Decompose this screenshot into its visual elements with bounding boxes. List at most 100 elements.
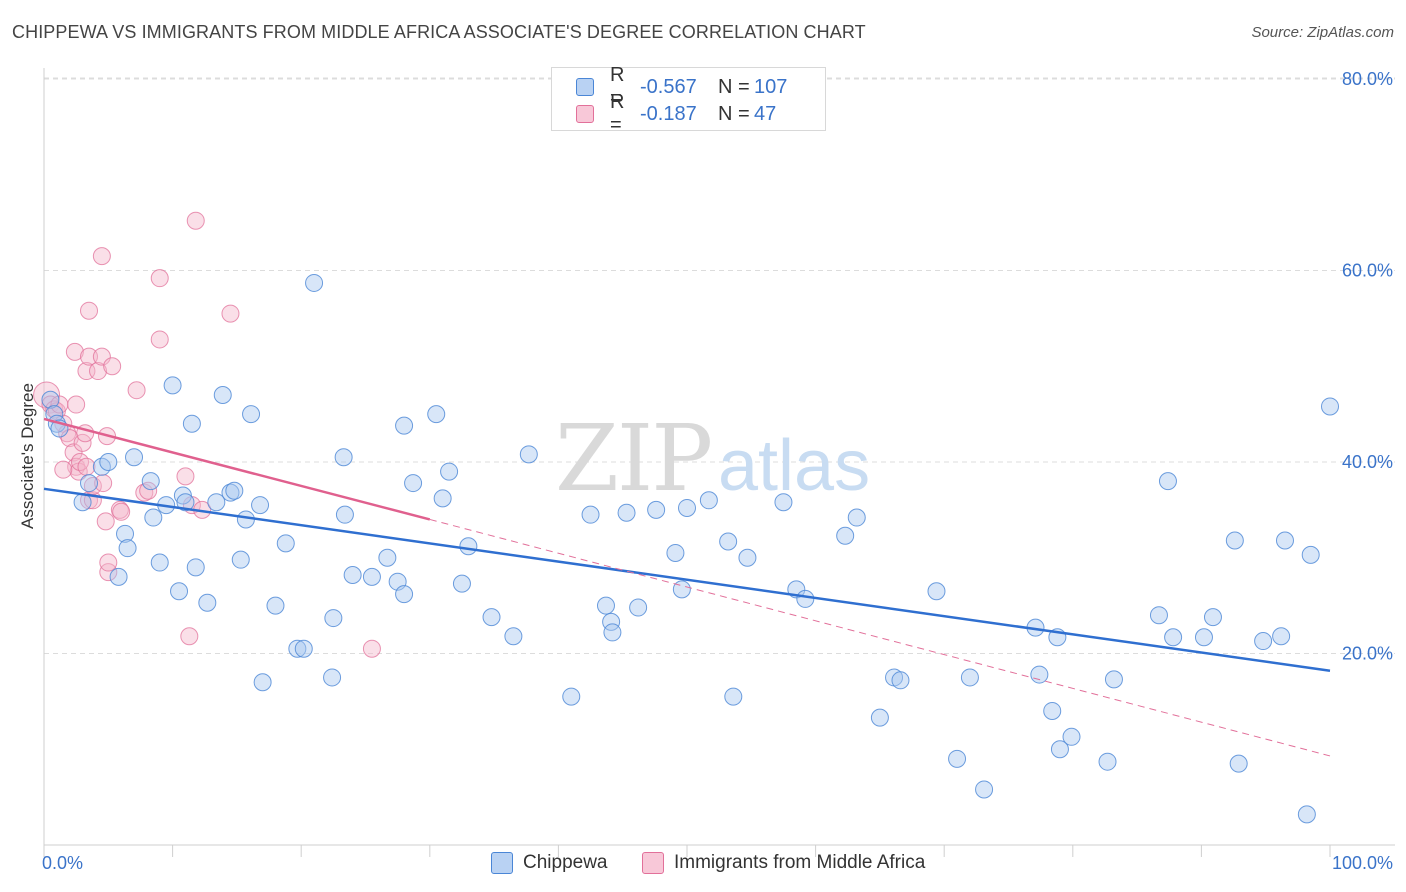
point-chippewa <box>1225 531 1244 550</box>
point-chippewa <box>41 390 60 409</box>
source-label: Source: ZipAtlas.com <box>1251 24 1394 41</box>
point-immigrants <box>176 467 195 486</box>
point-chippewa <box>459 537 478 556</box>
point-immigrants <box>67 395 86 414</box>
point-chippewa <box>186 558 205 577</box>
point-chippewa <box>647 500 666 519</box>
legend-row-immigrants: R = -0.187 N = 47 <box>576 91 777 136</box>
point-immigrants <box>80 347 99 366</box>
point-chippewa <box>1297 805 1316 824</box>
point-immigrants <box>221 304 240 323</box>
point-chippewa <box>596 596 615 615</box>
point-chippewa <box>294 639 313 658</box>
point-immigrants <box>127 381 146 400</box>
point-chippewa <box>144 508 163 527</box>
point-immigrants <box>89 362 108 381</box>
point-chippewa <box>603 623 622 642</box>
watermark-atlas: atlas <box>718 426 870 506</box>
point-immigrants <box>94 474 113 493</box>
chart-title: CHIPPEWA VS IMMIGRANTS FROM MIDDLE AFRIC… <box>12 22 866 42</box>
point-chippewa <box>562 687 581 706</box>
legend-row-chippewa: R = -0.567 N = 107 <box>576 64 788 109</box>
trend-lines <box>43 417 1331 757</box>
point-chippewa <box>699 491 718 510</box>
point-chippewa <box>80 474 99 493</box>
point-chippewa <box>231 550 250 569</box>
point-chippewa <box>99 453 118 471</box>
point-chippewa <box>213 385 232 404</box>
point-chippewa <box>343 565 362 584</box>
legend-n-value: 107 <box>754 75 788 98</box>
point-chippewa <box>836 526 855 545</box>
point-chippewa <box>1164 628 1183 647</box>
point-chippewa <box>581 505 600 524</box>
point-chippewa <box>427 405 446 424</box>
point-chippewa <box>719 532 738 551</box>
point-immigrants <box>112 502 131 521</box>
point-chippewa <box>395 585 414 604</box>
point-chippewa <box>433 489 452 508</box>
y-tick-label: 40.0% <box>1342 452 1393 472</box>
point-chippewa <box>1229 754 1248 773</box>
point-chippewa <box>198 593 217 612</box>
point-chippewa <box>125 448 144 467</box>
point-chippewa <box>1149 606 1168 625</box>
point-immigrants <box>180 627 199 646</box>
series-legend-immigrants: Immigrants from Middle Africa <box>642 852 925 874</box>
point-chippewa <box>1050 740 1069 759</box>
point-chippewa <box>617 503 636 522</box>
point-chippewa <box>1062 727 1081 746</box>
legend-r-label: R = <box>610 91 625 136</box>
point-chippewa <box>1158 472 1177 491</box>
y-tick-label: 60.0% <box>1342 261 1393 281</box>
point-chippewa <box>378 548 397 567</box>
point-chippewa <box>738 548 757 567</box>
axes <box>43 68 1395 857</box>
point-chippewa <box>170 582 189 601</box>
point-immigrants <box>80 301 99 320</box>
point-chippewa <box>141 472 160 491</box>
point-chippewa <box>182 414 201 433</box>
legend-swatch-pink <box>576 105 594 123</box>
point-chippewa <box>847 508 866 527</box>
point-chippewa <box>276 534 295 553</box>
point-chippewa <box>1275 531 1294 550</box>
point-immigrants <box>33 381 61 409</box>
series-name-chippewa: Chippewa <box>523 852 608 873</box>
point-chippewa <box>796 589 815 608</box>
y-tick-label: 20.0% <box>1342 644 1393 664</box>
point-chippewa <box>1254 632 1273 651</box>
point-immigrants <box>186 211 205 230</box>
point-immigrants <box>362 639 381 658</box>
series-name-immigrants: Immigrants from Middle Africa <box>674 852 926 873</box>
point-chippewa <box>452 574 471 593</box>
point-chippewa <box>362 567 381 586</box>
point-chippewa <box>305 273 324 292</box>
point-chippewa <box>1098 752 1117 771</box>
series-swatch-pink <box>642 852 664 874</box>
point-chippewa <box>1030 665 1049 684</box>
point-immigrants <box>150 269 169 288</box>
point-chippewa <box>1104 670 1123 689</box>
point-chippewa <box>323 668 342 687</box>
legend-n-value: 47 <box>754 102 777 125</box>
series-immigrants-points <box>33 211 381 658</box>
point-chippewa <box>1321 397 1339 416</box>
point-immigrants <box>64 443 83 462</box>
point-immigrants <box>92 247 111 266</box>
point-chippewa <box>207 493 226 512</box>
point-chippewa <box>891 671 910 690</box>
point-chippewa <box>334 448 353 467</box>
point-chippewa <box>629 598 648 617</box>
point-chippewa <box>774 493 793 512</box>
point-chippewa <box>335 505 354 524</box>
point-chippewa <box>870 708 889 727</box>
watermark-zip: ZIP <box>555 405 711 512</box>
x-tick-label-max: 100.0% <box>1332 853 1393 873</box>
trend-line-immigrants <box>43 417 431 521</box>
legend-r-value: -0.187 <box>640 102 697 125</box>
y-tick-label: 80.0% <box>1342 69 1393 89</box>
point-chippewa <box>504 627 523 646</box>
point-chippewa <box>927 582 946 601</box>
point-chippewa <box>163 376 182 395</box>
